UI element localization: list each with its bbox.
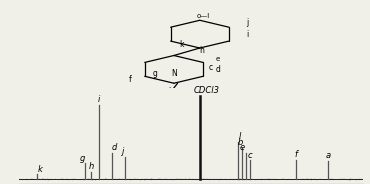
Text: g: g [80,154,85,163]
Text: e: e [240,143,245,152]
Text: k: k [38,165,43,174]
Text: b: b [238,138,243,147]
Text: f: f [295,150,297,159]
Text: g: g [153,69,158,78]
Text: l: l [239,132,241,141]
Text: a: a [325,151,330,160]
Text: c: c [248,151,253,160]
Text: f: f [128,75,131,84]
Text: h: h [199,46,204,55]
Text: a: a [209,92,213,100]
Text: k: k [179,40,184,49]
Text: c: c [209,63,213,72]
Text: d: d [111,143,117,152]
Text: j: j [122,147,124,156]
Text: d: d [215,65,220,74]
Text: CDCl3: CDCl3 [194,86,219,95]
Text: h: h [88,162,94,171]
Text: e: e [216,56,220,62]
Text: j: j [246,18,249,27]
Text: b: b [168,87,173,96]
Text: N: N [171,69,177,78]
Text: o—l: o—l [197,13,210,19]
Text: i: i [98,95,100,104]
Text: i: i [246,30,249,39]
